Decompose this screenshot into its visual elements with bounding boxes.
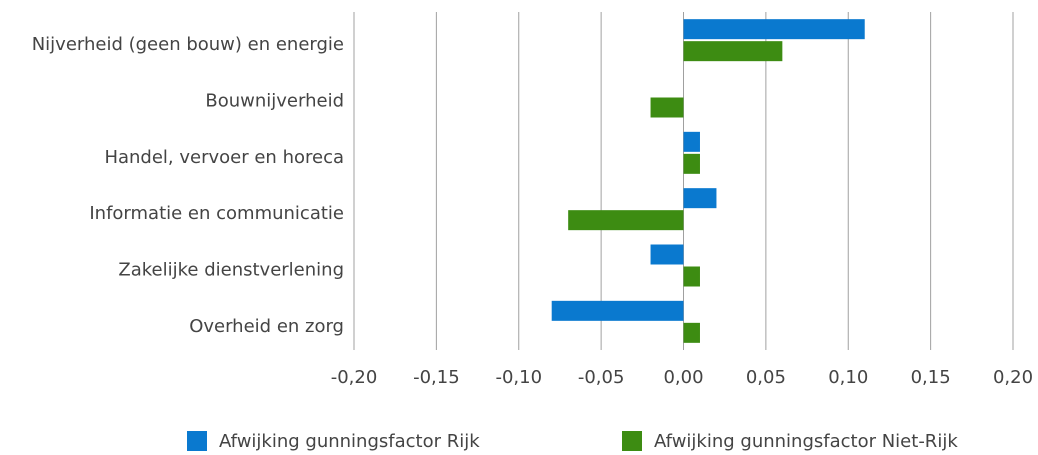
legend-swatch	[187, 431, 207, 451]
y-tick-label: Bouwnijverheid	[205, 91, 344, 112]
x-tick-label: 0,05	[746, 367, 786, 388]
bar	[683, 322, 700, 343]
legend-swatch	[622, 431, 642, 451]
bar	[683, 266, 700, 287]
x-tick-label: -0,20	[331, 367, 378, 388]
x-tick-label: 0,20	[993, 367, 1033, 388]
x-tick-label: 0,10	[828, 367, 868, 388]
x-tick-label: -0,10	[495, 367, 542, 388]
x-tick-label: -0,15	[413, 367, 460, 388]
legend-label: Afwijking gunningsfactor Niet-Rijk	[654, 431, 958, 452]
bar	[568, 210, 684, 231]
y-tick-label: Zakelijke dienstverlening	[118, 260, 344, 281]
y-tick-label: Handel, vervoer en horeca	[104, 147, 344, 168]
legend-label: Afwijking gunningsfactor Rijk	[219, 431, 480, 452]
bar	[683, 153, 700, 174]
y-tick-label: Overheid en zorg	[189, 316, 344, 337]
bar	[683, 41, 783, 62]
bar	[683, 19, 865, 40]
x-tick-label: -0,05	[578, 367, 625, 388]
bar	[551, 300, 684, 321]
bar	[650, 244, 684, 265]
bar	[650, 97, 684, 118]
x-tick-label: 0,00	[663, 367, 703, 388]
y-tick-label: Informatie en communicatie	[89, 203, 344, 224]
bar	[683, 188, 717, 209]
x-tick-label: 0,15	[911, 367, 951, 388]
bar	[683, 131, 700, 152]
y-tick-label: Nijverheid (geen bouw) en energie	[32, 34, 344, 55]
